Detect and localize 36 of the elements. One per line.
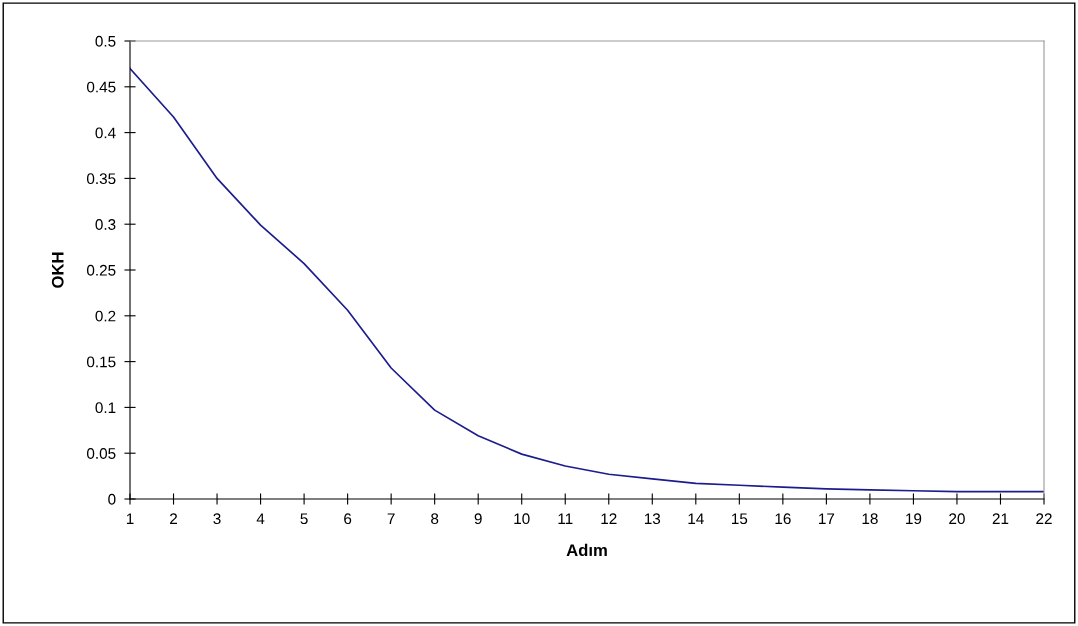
x-tick-label: 6: [344, 513, 352, 525]
x-tick-label: 22: [1036, 513, 1052, 524]
x-tick-label: 12: [601, 513, 617, 524]
x-tick-label: 20: [949, 513, 965, 525]
x-tick-label: 9: [474, 513, 482, 525]
y-tick-label: 0.1: [95, 402, 116, 414]
x-tick-label: 16: [775, 513, 791, 525]
y-tick-label: 0.35: [86, 173, 116, 185]
y-tick-label: 0.3: [95, 219, 116, 230]
y-tick-label: 0.05: [86, 448, 116, 459]
x-tick-label: 19: [906, 513, 922, 525]
x-tick-label: 13: [644, 513, 661, 525]
x-tick-label: 3: [213, 513, 221, 525]
x-tick-label: 5: [300, 513, 308, 525]
x-tick-label: 14: [688, 513, 704, 524]
x-tick-label: 7: [387, 513, 395, 524]
y-tick-label: 0.5: [95, 35, 116, 47]
y-tick-label: 0: [108, 493, 116, 505]
x-tick-label: 8: [431, 513, 439, 525]
x-tick-label: 11: [558, 513, 573, 524]
x-tick-label: 4: [256, 513, 265, 524]
y-tick-label: 0.45: [86, 81, 116, 93]
x-axis-title: Adım: [566, 543, 607, 557]
x-tick-label: 15: [732, 513, 748, 525]
y-tick-label: 0.15: [86, 356, 116, 368]
x-tick-label: 1: [126, 513, 134, 524]
y-tick-label: 0.4: [95, 127, 116, 139]
y-axis-title: OKH: [51, 252, 64, 288]
y-tick-label: 0.2: [95, 310, 116, 322]
line-series: [130, 67, 1044, 493]
x-tick-label: 2: [170, 513, 178, 524]
x-tick-label: 17: [819, 513, 835, 524]
x-tick-label: 10: [514, 513, 530, 525]
x-tick-label: 21: [992, 513, 1009, 524]
x-tick-label: 18: [862, 513, 878, 525]
y-tick-label: 0.25: [86, 264, 116, 276]
